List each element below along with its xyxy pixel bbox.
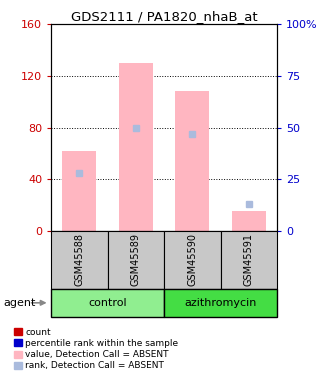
Bar [176, 92, 209, 231]
Bar [51, 231, 108, 289]
Text: GSM45591: GSM45591 [244, 233, 254, 286]
Text: control: control [88, 298, 127, 308]
Text: GSM45588: GSM45588 [74, 233, 84, 286]
Text: azithromycin: azithromycin [184, 298, 257, 308]
Bar [164, 231, 221, 289]
Bar [51, 289, 164, 317]
Bar [108, 231, 164, 289]
Text: GSM45589: GSM45589 [131, 233, 141, 286]
Legend: count, percentile rank within the sample, value, Detection Call = ABSENT, rank, : count, percentile rank within the sample… [14, 328, 178, 370]
Bar [62, 151, 96, 231]
Text: GSM45590: GSM45590 [187, 233, 197, 286]
Text: agent: agent [3, 298, 36, 308]
Bar [232, 211, 266, 231]
Bar [119, 63, 153, 231]
Title: GDS2111 / PA1820_nhaB_at: GDS2111 / PA1820_nhaB_at [71, 10, 257, 23]
Bar [221, 231, 277, 289]
Bar [164, 289, 277, 317]
